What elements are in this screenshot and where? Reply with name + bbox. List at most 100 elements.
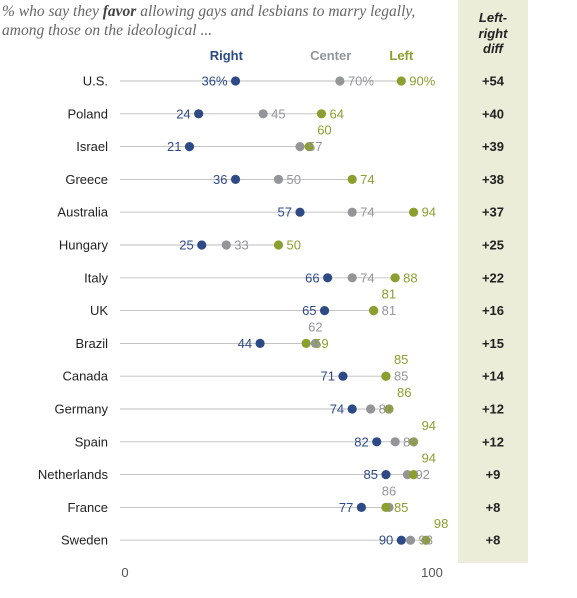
value-label-right-france: 77 bbox=[339, 500, 353, 515]
dot-right-brazil bbox=[255, 338, 265, 348]
dot-center-poland bbox=[258, 109, 268, 119]
value-label-right-uk: 65 bbox=[302, 303, 316, 318]
country-label-netherlands: Netherlands bbox=[38, 467, 109, 482]
dot-left-u-s bbox=[396, 76, 406, 86]
diff-column-background bbox=[458, 0, 528, 563]
dot-center-u-s bbox=[335, 76, 345, 86]
country-label-italy: Italy bbox=[84, 270, 108, 285]
dot-right-hungary bbox=[197, 240, 207, 250]
diff-value-spain: +12 bbox=[482, 434, 504, 449]
value-label-left-canada: 85 bbox=[394, 352, 408, 367]
value-label-right-hungary: 25 bbox=[179, 238, 193, 253]
value-label-center-netherlands: 92 bbox=[415, 467, 429, 482]
dot-left-sweden bbox=[421, 535, 431, 545]
dot-center-italy bbox=[347, 273, 357, 283]
value-label-center-france: 86 bbox=[382, 483, 396, 498]
value-label-left-france: 85 bbox=[394, 500, 408, 515]
dot-right-poland bbox=[194, 109, 204, 119]
country-label-uk: UK bbox=[90, 303, 108, 318]
value-label-left-germany: 86 bbox=[397, 385, 411, 400]
diff-value-italy: +22 bbox=[482, 270, 504, 285]
dot-left-germany bbox=[384, 404, 394, 414]
value-label-center-spain: 88 bbox=[403, 434, 417, 449]
dot-right-canada bbox=[338, 371, 348, 381]
country-label-greece: Greece bbox=[65, 172, 108, 187]
value-label-left-brazil: 59 bbox=[314, 336, 328, 351]
country-label-israel: Israel bbox=[76, 139, 108, 154]
value-label-left-greece: 74 bbox=[360, 172, 374, 187]
value-label-right-brazil: 44 bbox=[238, 336, 252, 351]
country-label-france: France bbox=[68, 500, 108, 515]
value-label-right-israel: 21 bbox=[167, 139, 181, 154]
value-label-left-hungary: 50 bbox=[287, 238, 301, 253]
dot-center-brazil bbox=[310, 338, 320, 348]
dot-right-germany bbox=[347, 404, 357, 414]
diff-value-uk: +16 bbox=[482, 303, 504, 318]
country-label-u-s: U.S. bbox=[83, 74, 108, 89]
value-label-center-brazil: 62 bbox=[308, 319, 322, 334]
value-label-center-greece: 50 bbox=[287, 172, 301, 187]
diff-header-line-2: right bbox=[478, 25, 508, 41]
dot-right-greece bbox=[230, 174, 241, 184]
country-label-brazil: Brazil bbox=[75, 336, 108, 351]
value-label-left-australia: 94 bbox=[422, 205, 436, 220]
dot-center-australia bbox=[347, 207, 357, 217]
value-label-right-spain: 82 bbox=[354, 434, 368, 449]
dot-right-sweden bbox=[396, 535, 406, 545]
value-label-left-netherlands: 94 bbox=[422, 451, 436, 466]
value-label-center-israel: 57 bbox=[308, 139, 322, 154]
dot-left-hungary bbox=[273, 240, 284, 250]
dot-right-spain bbox=[372, 437, 382, 447]
value-label-right-sweden: 90 bbox=[379, 533, 393, 548]
value-label-right-netherlands: 85 bbox=[363, 467, 377, 482]
diff-value-u-s: +54 bbox=[482, 74, 505, 89]
diff-value-poland: +40 bbox=[482, 106, 504, 121]
value-label-center-canada: 85 bbox=[394, 369, 408, 384]
dot-right-uk bbox=[319, 306, 330, 316]
dot-left-brazil bbox=[301, 338, 311, 348]
diff-value-australia: +37 bbox=[482, 205, 504, 220]
dot-left-spain bbox=[408, 437, 419, 447]
value-label-center-uk: 81 bbox=[382, 303, 396, 318]
country-label-australia: Australia bbox=[57, 205, 108, 220]
value-label-left-poland: 64 bbox=[329, 106, 343, 121]
value-label-center-sweden: 93 bbox=[419, 533, 433, 548]
value-label-left-italy: 88 bbox=[403, 270, 417, 285]
value-label-center-hungary: 33 bbox=[234, 238, 248, 253]
dot-center-greece bbox=[273, 174, 284, 184]
dot-left-australia bbox=[408, 207, 419, 217]
dot-center-germany bbox=[366, 404, 376, 414]
country-label-hungary: Hungary bbox=[59, 238, 109, 253]
value-label-center-italy: 74 bbox=[360, 270, 374, 285]
dot-right-israel bbox=[184, 142, 195, 152]
dot-left-poland bbox=[316, 109, 327, 119]
series-header-right: Right bbox=[210, 48, 244, 63]
diff-header-line-1: Left- bbox=[478, 10, 508, 25]
value-label-left-uk: 81 bbox=[382, 287, 396, 302]
x-tick-label-0: 0 bbox=[121, 565, 128, 580]
country-label-poland: Poland bbox=[68, 106, 108, 121]
series-header-center: Center bbox=[310, 48, 351, 63]
dot-right-france bbox=[356, 502, 366, 512]
value-label-right-greece: 36 bbox=[213, 172, 227, 187]
title-text-pre: % who say they bbox=[2, 3, 103, 20]
diff-value-sweden: +8 bbox=[486, 533, 501, 548]
dot-center-sweden bbox=[405, 535, 416, 545]
value-label-center-australia: 74 bbox=[360, 205, 374, 220]
diff-value-netherlands: +9 bbox=[486, 467, 501, 482]
value-label-center-poland: 45 bbox=[271, 106, 285, 121]
dot-center-spain bbox=[390, 437, 400, 447]
value-label-center-germany: 80 bbox=[379, 402, 393, 417]
diff-value-brazil: +15 bbox=[482, 336, 504, 351]
chart-title: % who say they favor allowing gays and l… bbox=[2, 2, 442, 40]
dot-left-canada bbox=[381, 371, 391, 381]
dot-right-netherlands bbox=[381, 470, 391, 480]
dot-left-greece bbox=[347, 174, 357, 184]
value-label-right-australia: 57 bbox=[278, 205, 292, 220]
dot-right-italy bbox=[323, 273, 333, 283]
dot-left-italy bbox=[390, 273, 400, 283]
title-text-post: allowing gays and lesbians to marry lega… bbox=[2, 3, 416, 39]
country-label-sweden: Sweden bbox=[61, 533, 108, 548]
value-label-right-poland: 24 bbox=[176, 106, 190, 121]
